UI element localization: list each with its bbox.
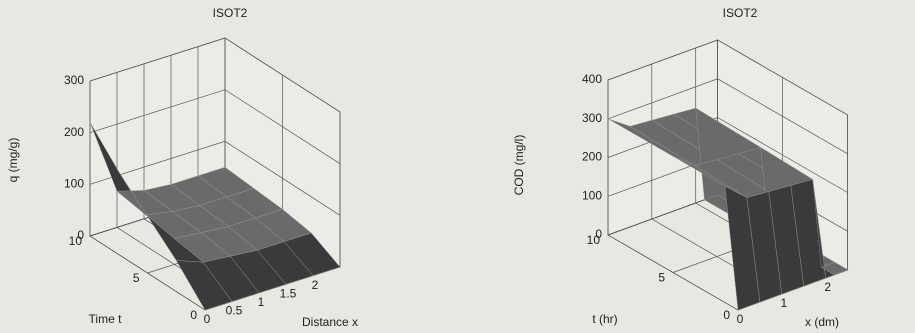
z-axis-label: q (mg/g)	[6, 138, 20, 183]
y-tick-label: 5	[133, 271, 140, 285]
z-tick-label: 100	[582, 188, 602, 202]
surface-patch	[283, 232, 341, 276]
x-axis-label: Distance x	[302, 315, 358, 329]
x-tick-label: 2	[312, 278, 319, 292]
x-tick-label: 2	[824, 280, 831, 294]
y-tick-label: 5	[658, 271, 665, 285]
chart-title: ISOT2	[213, 6, 248, 20]
z-tick-label: 200	[64, 125, 84, 139]
y-tick-label: 0	[190, 308, 197, 322]
x-tick-label: 1	[258, 295, 265, 309]
y-tick-label: 10	[69, 234, 83, 248]
z-tick-label: 100	[64, 177, 84, 191]
x-axis-label: x (dm)	[805, 315, 839, 329]
y-tick-label: 0	[723, 308, 730, 322]
z-tick-label: 300	[582, 111, 602, 125]
z-tick-label: 200	[582, 150, 602, 164]
x-tick-label: 1	[780, 296, 787, 310]
z-tick-label: 0	[77, 228, 84, 242]
z-tick-label: 300	[64, 73, 84, 87]
y-axis-label: Time t	[89, 312, 123, 326]
y-tick-label: 10	[587, 233, 601, 247]
x-tick-label: 0.5	[226, 304, 243, 318]
z-tick-label: 400	[582, 72, 602, 86]
x-tick-label: 0	[204, 312, 211, 326]
z-axis-label: COD (mg/l)	[512, 135, 526, 196]
z-tick-label: 0	[595, 227, 602, 241]
y-axis-label: t (hr)	[592, 312, 617, 326]
x-tick-label: 0	[737, 312, 744, 326]
x-tick-label: 1.5	[280, 286, 297, 300]
surface-patch	[820, 262, 849, 276]
chart-title: ISOT2	[723, 6, 758, 20]
